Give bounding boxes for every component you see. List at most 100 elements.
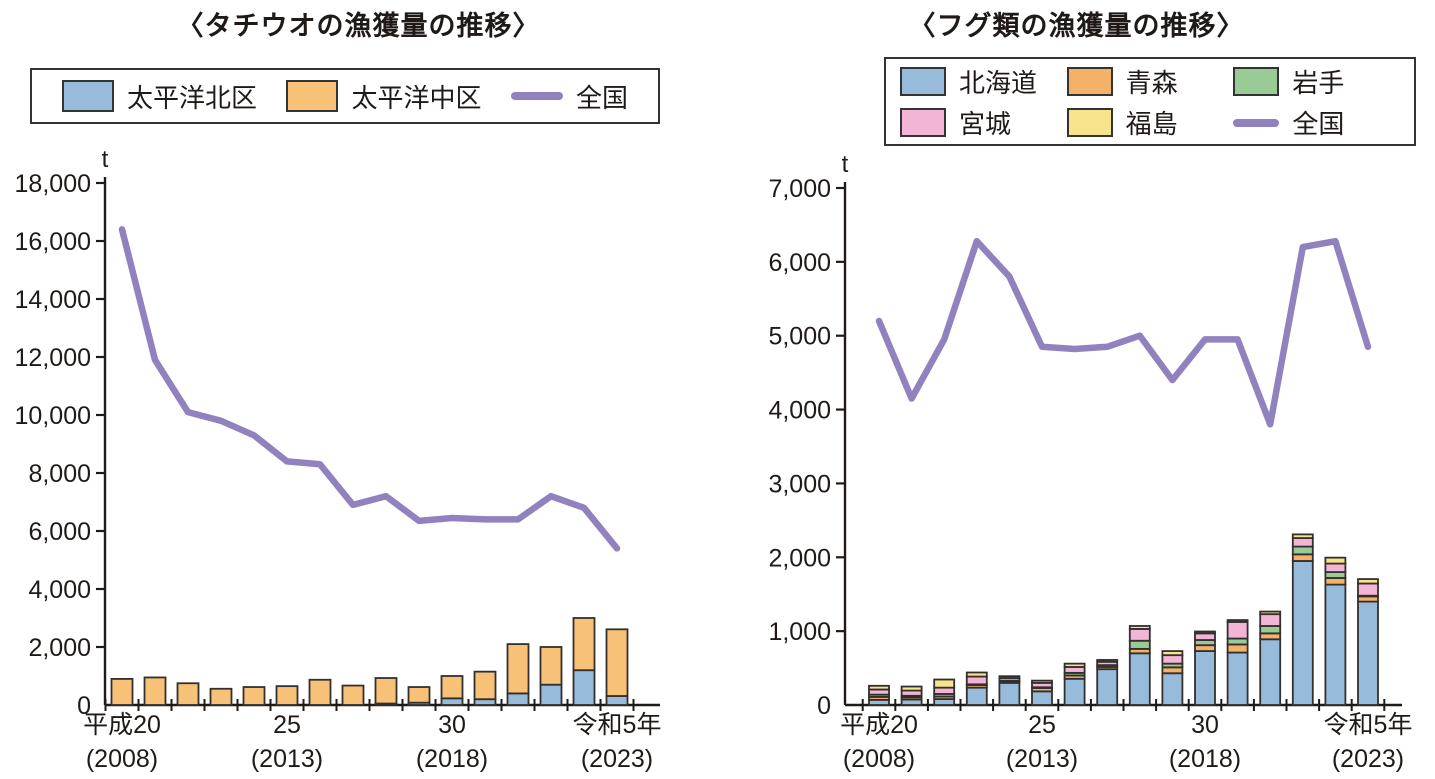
legend-swatch-青森 (1066, 67, 1113, 96)
legend-fugu: 北海道 青森 岩手 宮城 福島 全国 (884, 57, 1416, 146)
line-series-全国 (875, 237, 1372, 428)
legend-swatch-宮城 (900, 108, 946, 137)
y-tick-label: 0 (77, 692, 91, 720)
bar-segment-宮城 (1357, 582, 1379, 597)
bar-segment-太平洋中区 (605, 628, 629, 697)
bar-segment-北海道 (1357, 600, 1379, 706)
bar-segment-福島 (965, 671, 988, 678)
bar-segment-太平洋北区 (605, 695, 629, 706)
bar-segment-北海道 (998, 681, 1021, 706)
bar-segment-福島 (1357, 578, 1379, 585)
bar-segment-宮城 (965, 675, 988, 686)
bar-segment-宮城 (1324, 562, 1347, 573)
x-tick-label-year: (2013) (1006, 745, 1078, 773)
bar-segment-福島 (998, 675, 1021, 679)
bar-segment-太平洋中区 (407, 686, 431, 704)
x-tick-label-year: (2013) (251, 745, 323, 773)
legend-label: 全国 (575, 82, 628, 113)
x-tick-label-era: 25 (1028, 711, 1056, 739)
bar-segment-福島 (1128, 625, 1151, 630)
bar-segment-青森 (1291, 553, 1314, 562)
legend-label: 太平洋中区 (351, 82, 482, 113)
bar-segment-北海道 (1161, 672, 1184, 706)
legend-item-福島: 福島 (1066, 104, 1234, 141)
legend-item-太平洋北区: 太平洋北区 (62, 78, 257, 115)
bar-segment-福島 (1031, 679, 1053, 684)
line-series-全国 (118, 226, 621, 552)
y-tick-label: 2,000 (768, 544, 831, 572)
legend-line-swatch-全国 (1233, 118, 1280, 127)
bar-segment-北海道 (965, 686, 988, 706)
bar-segment-太平洋中区 (473, 670, 497, 701)
bar-segment-太平洋中区 (572, 617, 596, 672)
bar-segment-青森 (1324, 577, 1347, 586)
x-tick-label-year: (2008) (843, 745, 915, 773)
bar-segment-福島 (1291, 533, 1314, 539)
bar-segment-福島 (868, 684, 890, 691)
bar-segment-岩手 (1259, 625, 1282, 635)
bar-segment-福島 (1096, 659, 1119, 663)
legend-label: 福島 (1125, 109, 1178, 139)
y-tick-label: 18,000 (15, 170, 91, 198)
x-tick-label-year: (2023) (581, 745, 653, 773)
bar-segment-太平洋中区 (209, 687, 233, 706)
y-tick-label: 3,000 (768, 470, 831, 498)
bar-segment-福島 (933, 678, 956, 689)
bar-segment-太平洋中区 (242, 686, 266, 706)
legend-label: 太平洋北区 (127, 82, 258, 113)
bar-segment-太平洋北区 (440, 697, 464, 706)
x-tick-label-era: 30 (1191, 711, 1219, 739)
legend-swatch-太平洋北区 (62, 80, 114, 112)
bar-segment-北海道 (1128, 652, 1151, 706)
legend-item-全国: 全国 (1233, 104, 1400, 141)
bar-segment-岩手 (1291, 545, 1314, 556)
bar-segment-北海道 (1096, 668, 1119, 706)
bar-segment-太平洋中区 (143, 676, 167, 706)
y-tick-label: 1,000 (768, 618, 831, 646)
legend-swatch-太平洋中区 (286, 80, 339, 112)
bar-segment-太平洋北区 (572, 669, 596, 706)
chart-plot-1: 0 1,000 2,000 3,000 4,000 5,000 6,000 7,000 t 平成2… (768, 151, 1412, 773)
legend-item-岩手: 岩手 (1233, 63, 1400, 100)
bar-segment-北海道 (1194, 650, 1216, 706)
y-tick-label: 4,000 (28, 576, 91, 604)
y-tick-label: 12,000 (15, 344, 91, 372)
y-tick-label: 5,000 (768, 323, 831, 351)
chart-plot-0: 0 2,000 4,000 6,000 8,000 10,000 12,000 14,000 1… (15, 146, 662, 773)
bar-segment-太平洋中区 (374, 677, 398, 705)
y-tick-label: 8,000 (28, 460, 91, 488)
y-tick-label: 6,000 (768, 249, 831, 277)
bar-segment-北海道 (1324, 583, 1347, 706)
bar-segment-太平洋中区 (110, 678, 134, 706)
x-tick-label-era: 25 (273, 711, 301, 739)
y-tick-label: 6,000 (28, 518, 91, 546)
legend-label: 宮城 (959, 109, 1012, 139)
x-tick-label-era: 30 (438, 711, 466, 739)
legend-label: 全国 (1292, 109, 1345, 139)
bar-segment-太平洋中区 (341, 684, 365, 706)
bar-segment-福島 (1259, 610, 1282, 616)
bar-segment-福島 (1063, 662, 1086, 668)
y-unit-label: t (842, 151, 849, 178)
y-tick-label: 16,000 (15, 228, 91, 256)
bar-segment-北海道 (1063, 677, 1086, 706)
bar-segment-宮城 (1194, 632, 1216, 641)
legend-item-宮城: 宮城 (900, 104, 1067, 141)
bar-segment-宮城 (933, 686, 956, 695)
bar-segment-太平洋中区 (176, 682, 200, 706)
bar-segment-宮城 (1259, 613, 1282, 627)
x-tick-label-year: (2018) (416, 745, 488, 773)
bar-segment-宮城 (1226, 621, 1249, 640)
chart-title-fugu: 〈フグ類の漁獲量の推移〉 (908, 11, 1245, 41)
x-tick-label-era: 平成20 (840, 711, 918, 739)
bar-segment-太平洋北区 (539, 683, 563, 706)
bar-segment-宮城 (1291, 537, 1314, 548)
legend-swatch-福島 (1066, 108, 1113, 137)
legend-swatch-北海道 (900, 67, 946, 96)
legend-item-太平洋中区: 太平洋中区 (286, 78, 482, 115)
bar-segment-太平洋中区 (275, 685, 299, 706)
legend-item-全国: 全国 (510, 78, 628, 115)
x-tick-label-year: (2018) (1169, 745, 1241, 773)
